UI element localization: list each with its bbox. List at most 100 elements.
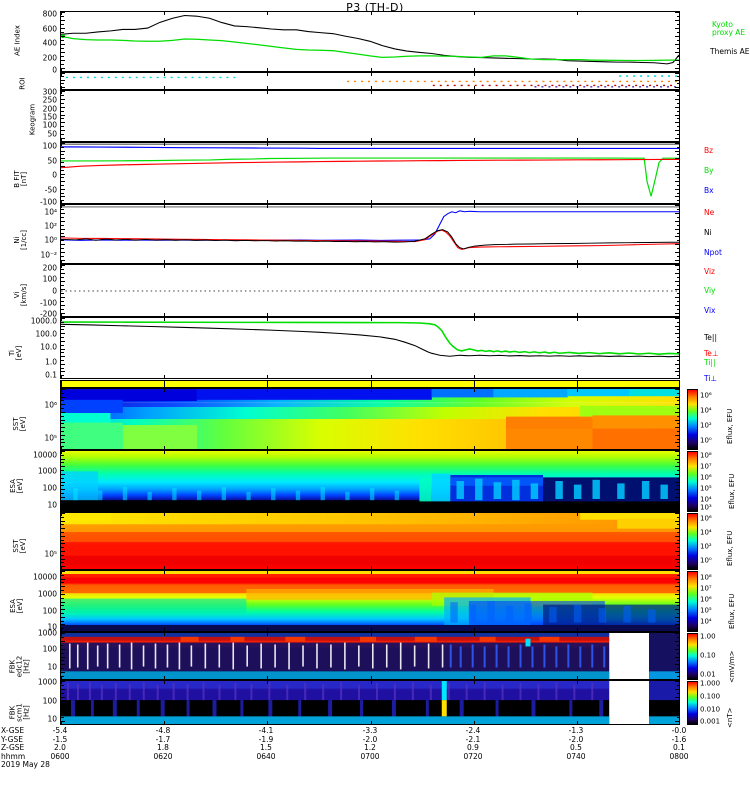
legend-bz: Bz [704, 146, 714, 155]
sst-1-ylabel: SST [eV] [12, 416, 27, 432]
colorbar-fbk-scm-tick-0: 1.000 [700, 679, 721, 688]
axis-value: 1.2 [364, 743, 376, 752]
axis-value: -2.4 [465, 726, 481, 735]
sst-2-ylabel: SST [eV] [12, 538, 27, 554]
colorbar-fbk-e12 [687, 633, 698, 680]
axis-value: 0800 [669, 751, 689, 761]
keogram-ylabel: Keogram [28, 103, 37, 136]
legend-themis-ae: Themis AE [710, 47, 750, 56]
axis-value: 0.9 [467, 743, 479, 752]
colorbar-sst-2 [687, 513, 698, 570]
colorbar-esa-1-tick-3: 10⁵ [700, 484, 712, 493]
colorbar-esa-2-tick-2: 10⁶ [700, 595, 712, 604]
keogram-yticks: 300 250 200 150 100 50 [42, 87, 57, 138]
colorbar-esa-2-tick-0: 10⁸ [700, 573, 712, 582]
legend-vix: Vix [704, 306, 716, 315]
vi-plot [61, 290, 679, 292]
b-fit-yticks: 100 50 0 -50 -100 [39, 141, 57, 207]
esa-1-ylabel: ESA [eV] [9, 478, 24, 494]
axis-value: 0.1 [673, 743, 685, 752]
axis-row-name-z-gse: Z-GSE [1, 743, 25, 752]
colorbar-sst-1-label: Eflux, EFU [726, 408, 734, 444]
colorbar-fbk-e12-tick-2: 0.01 [700, 670, 716, 679]
axis-row-name-x-gse: X-GSE [1, 726, 25, 735]
colorbar-fbk-scm-label: <nT> [726, 707, 734, 728]
page-title: P3 (TH-D) [346, 1, 404, 14]
ti-plot [61, 321, 679, 358]
panel-roi [60, 72, 680, 90]
panel-esa-1 [60, 450, 680, 512]
ae-index-plot [61, 14, 679, 65]
axis-value: -4.8 [155, 726, 171, 735]
axis-value: 1.5 [260, 743, 272, 752]
axis-value: 0720 [463, 751, 483, 761]
legend-npot: Npot [704, 248, 722, 257]
panel-fbk-scm [60, 680, 680, 725]
sst-1-spectrogram [61, 389, 679, 449]
axis-value: -1.7 [155, 734, 171, 744]
axis-row-name-y-gse: Y-GSE [1, 734, 23, 744]
fbk-e12-spectrogram [61, 633, 679, 679]
esa-1-yticks: 10000 1000 100 10 [33, 450, 57, 510]
colorbar-esa-2-label: Eflux, EFU [728, 593, 736, 629]
panel-ni [60, 204, 680, 264]
axis-value: 2.0 [54, 743, 66, 752]
colorbar-esa-1-tick-5: 10³ [700, 503, 712, 512]
esa-2-spectrogram [61, 571, 679, 631]
axis-value: -3.3 [362, 726, 378, 735]
colorbar-esa-1-tick-1: 10⁷ [700, 462, 712, 471]
roi-plot [65, 75, 678, 88]
fbk-scm-spectrogram [61, 681, 679, 724]
panel-sst-2 [60, 512, 680, 570]
colorbar-sst-1 [687, 389, 698, 450]
axis-value: 0640 [256, 751, 276, 761]
panel-ae-index [60, 11, 680, 72]
sst-2-spectrogram [61, 513, 679, 569]
axis-value: -1.9 [258, 734, 274, 744]
legend-viy: Viy [704, 286, 716, 295]
ni-yticks: 10⁴ 10² 10⁰ 10⁻² [40, 207, 57, 260]
fbk-scm-yticks: 1000 100 10 [37, 677, 57, 724]
esa-2-yticks: 10000 1000 100 10 [33, 572, 57, 632]
colorbar-sst-1-tick-2: 10² [700, 421, 712, 430]
vi-yticks: 200 100 0 -100 -200 [39, 263, 57, 319]
axis-value: 0.5 [570, 743, 582, 752]
vi-ylabel: Vi [km/s] [13, 283, 28, 307]
panel-esa-2 [60, 570, 680, 632]
colorbar-fbk-scm-tick-1: 0.100 [700, 692, 721, 701]
ti-ylabel: Ti [eV] [8, 345, 23, 361]
legend-te-par: Te|| [704, 333, 717, 342]
sst-1-yticks: 10⁶ 10⁵ [44, 400, 57, 443]
colorbar-fbk-e12-label: <mV/m> [728, 650, 736, 683]
axis-value: 0740 [566, 751, 586, 761]
colorbar-sst-2-label: Eflux, EFU [726, 530, 734, 566]
axis-value: -2.0 [568, 734, 584, 744]
axis-value: -5.4 [52, 726, 68, 735]
axis-value: -2.0 [362, 734, 378, 744]
axis-date: 2019 May 28 [1, 760, 50, 769]
ti-yticks: 1000.0 100.0 10.0 1.0 0.1 [30, 316, 57, 380]
colorbar-esa-2-tick-3: 10⁵ [700, 606, 712, 615]
colorbar-fbk-e12-tick-1: 0.10 [700, 651, 716, 660]
colorbar-sst-1-tick-3: 10⁰ [700, 436, 712, 445]
esa-1-spectrogram [61, 451, 679, 511]
b-fit-plot [61, 143, 679, 197]
colorbar-esa-1-tick-2: 10⁶ [700, 473, 712, 482]
colorbar-sst-2-tick-1: 10⁴ [700, 528, 712, 537]
colorbar-esa-1-label: Eflux, EFU [728, 473, 736, 509]
colorbar-esa-1-tick-4: 10⁴ [700, 495, 712, 504]
legend-viz: Viz [704, 267, 715, 276]
legend-by: By [704, 166, 714, 175]
axis-value: 0600 [50, 751, 70, 761]
ae-index-ylabel: AE Index [13, 25, 22, 56]
fbk-e12-yticks: 1000 100 10 [37, 628, 57, 672]
colorbar-sst-1-tick-0: 10⁶ [700, 391, 712, 400]
x-axis-labels: X-GSE Y-GSE Z-GSE hhmm 2019 May 28 -5.4 … [0, 727, 750, 772]
colorbar-esa-1-tick-0: 10⁸ [700, 451, 712, 460]
colorbar-esa-2-tick-1: 10⁷ [700, 584, 712, 593]
axis-value: -0.0 [671, 726, 687, 735]
axis-value: -1.6 [671, 734, 687, 744]
colorbar-esa-2-tick-4: 10⁴ [700, 617, 712, 626]
colorbar-esa-2 [687, 571, 698, 632]
